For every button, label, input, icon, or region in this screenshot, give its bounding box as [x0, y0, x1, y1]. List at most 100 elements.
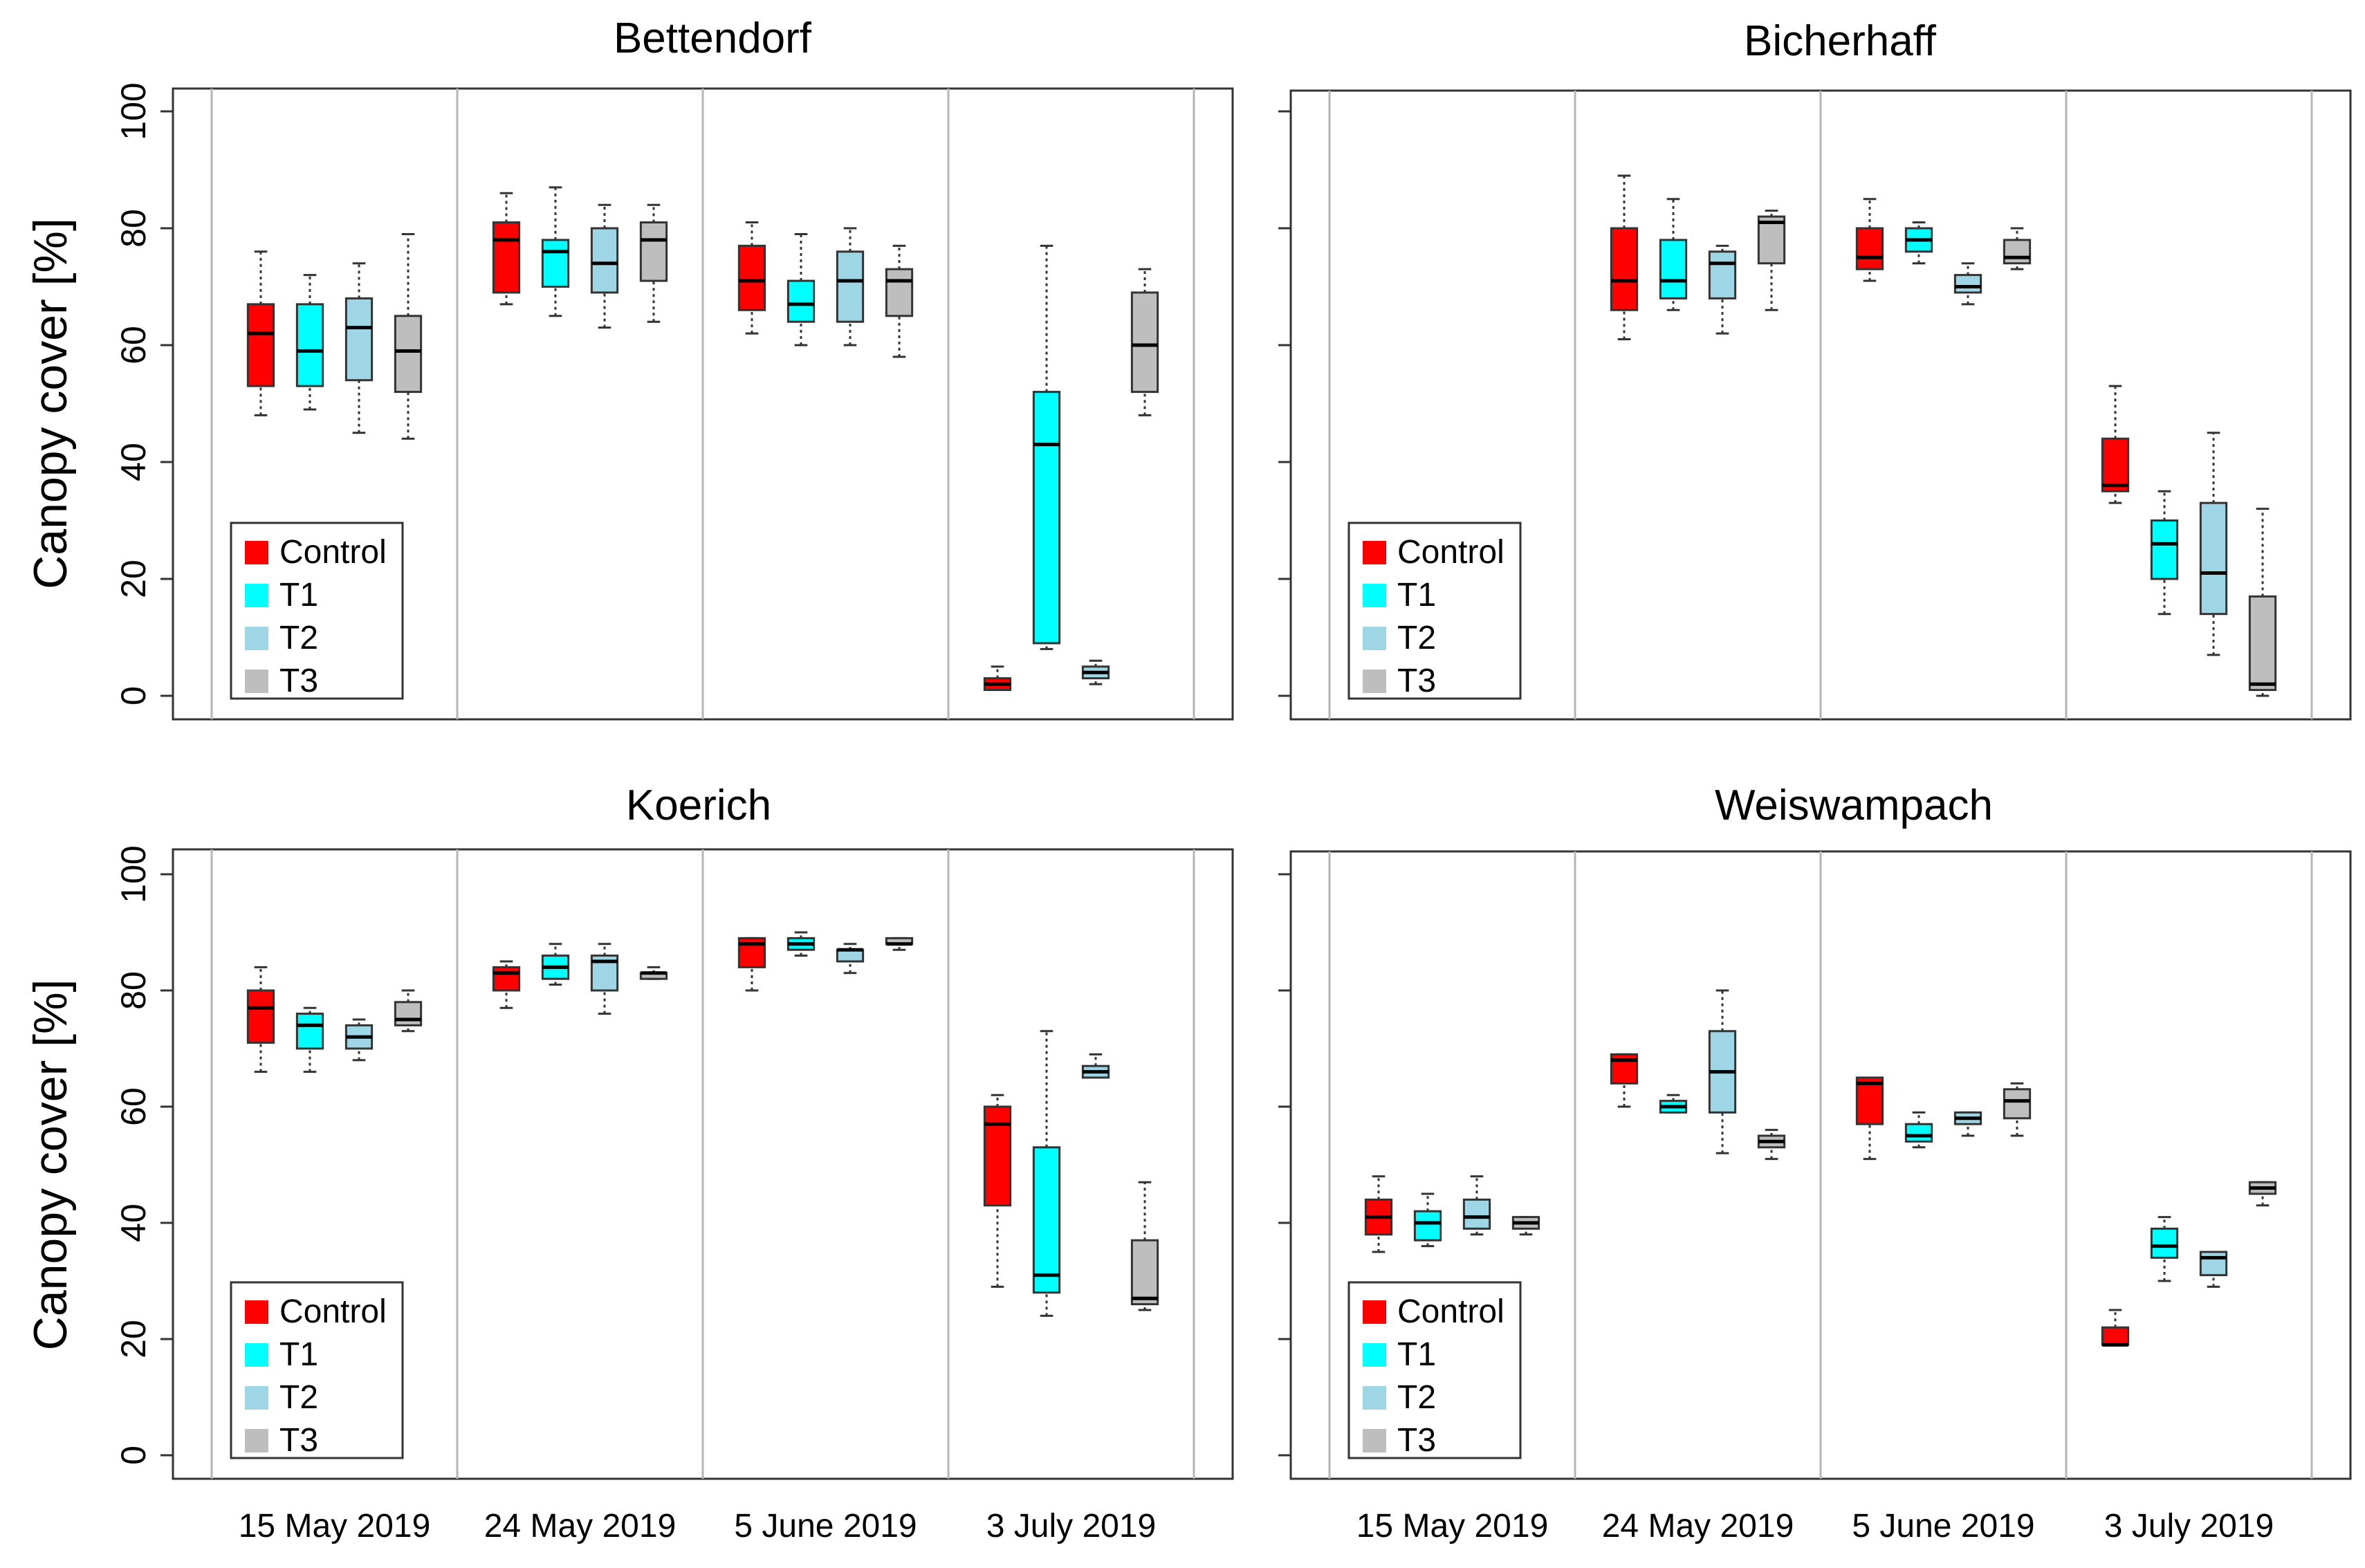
box-t1-5-june-2019: [786, 232, 816, 347]
legend-label-t3: T3: [279, 1422, 318, 1459]
box-body: [2199, 1251, 2228, 1277]
date-labels-right: 15 May 2019 24 May 2019 5 June 2019 3 July …: [1356, 1508, 2274, 1544]
box-t2-5-june-2019: [1953, 262, 1982, 306]
box-t1-3-july-2019: [1032, 1030, 1061, 1317]
box-t2-15-may-2019: [1462, 1175, 1491, 1236]
legend-swatch-t1: [245, 1343, 268, 1367]
date-label-3-july-2019: 3 July 2019: [986, 1508, 1157, 1544]
box-t3-24-may-2019: [1757, 1129, 1786, 1161]
panel-weiswampach: Weiswampach Control T1 T2 T3: [1278, 782, 2352, 1480]
box-t3-15-may-2019: [394, 989, 423, 1033]
legend-swatch-t1: [1363, 1343, 1386, 1367]
box-control-5-june-2019: [1855, 198, 1884, 282]
box-body: [1032, 391, 1061, 645]
legend-swatch-t2: [245, 627, 268, 650]
box-body: [737, 244, 766, 311]
box-body: [541, 239, 570, 288]
legend-label-t2: T2: [279, 620, 318, 656]
box-body: [2101, 1326, 2130, 1346]
legend-swatch-t2: [1363, 627, 1386, 650]
box-control-24-may-2019: [1610, 1053, 1639, 1108]
y-tick-label: 100: [114, 82, 153, 140]
box-control-5-june-2019: [1855, 1076, 1884, 1161]
box-t2-3-july-2019: [1081, 659, 1110, 685]
box-t3-5-june-2019: [885, 244, 914, 358]
y-axis-label: Canopy cover [%]: [24, 218, 77, 589]
legend-swatch-t2: [1363, 1386, 1386, 1410]
y-tick-label: 100: [114, 845, 153, 903]
box-body: [295, 303, 324, 387]
box-control-24-may-2019: [1610, 174, 1639, 341]
box-body: [295, 1013, 324, 1050]
box-t3-24-may-2019: [1757, 210, 1786, 311]
legend-swatch-t3: [245, 670, 268, 693]
date-label-24-may-2019: 24 May 2019: [1602, 1508, 1794, 1544]
y-tick-label: 0: [114, 1446, 153, 1465]
box-body: [1904, 1123, 1933, 1143]
legend-swatch-t3: [245, 1429, 268, 1452]
box-t3-24-may-2019: [639, 203, 668, 323]
box-control-3-july-2019: [2101, 1309, 2130, 1347]
box-body: [344, 297, 374, 382]
box-control-15-may-2019: [246, 250, 275, 416]
box-t2-24-may-2019: [1708, 244, 1737, 335]
box-body: [2150, 1227, 2179, 1259]
panel-koerich: Koerich 0 20 40 60 80 100 Canopy cover [%] Contr…: [24, 782, 1234, 1480]
box-body: [394, 1001, 423, 1026]
panel-title: Weiswampach: [1715, 782, 1993, 829]
panel-title: Bicherhaff: [1744, 17, 1937, 65]
y-tick-label: 20: [114, 560, 153, 598]
box-t1-15-may-2019: [1413, 1192, 1442, 1248]
box-body: [492, 221, 521, 294]
box-t3-15-may-2019: [394, 232, 423, 440]
box-body: [1462, 1198, 1491, 1230]
box-t1-24-may-2019: [1659, 198, 1688, 311]
box-body: [246, 303, 275, 387]
box-body: [983, 1105, 1012, 1207]
box-control-15-may-2019: [1364, 1175, 1393, 1253]
box-t3-3-july-2019: [1130, 268, 1159, 416]
legend-swatch-t1: [245, 584, 268, 607]
y-tick-label: 0: [114, 686, 153, 705]
box-control-3-july-2019: [983, 1094, 1012, 1288]
box-t2-24-may-2019: [1708, 989, 1737, 1154]
legend-label-t3: T3: [279, 663, 318, 699]
box-t1-5-june-2019: [1904, 1111, 1933, 1149]
box-t1-15-may-2019: [295, 274, 324, 411]
legend-label-t2: T2: [279, 1379, 318, 1416]
box-body: [1953, 274, 1982, 294]
y-axis-label: Canopy cover [%]: [24, 979, 77, 1351]
y-tick-label: 80: [114, 971, 153, 1010]
box-body: [2248, 595, 2277, 692]
box-t2-24-may-2019: [590, 943, 619, 1015]
box-body: [1610, 227, 1639, 311]
y-tick-label: 40: [114, 1203, 153, 1242]
box-body: [1130, 291, 1159, 394]
box-body: [2199, 501, 2228, 616]
box-t1-3-july-2019: [1032, 244, 1061, 650]
box-control-15-may-2019: [246, 966, 275, 1073]
box-body: [836, 948, 865, 963]
box-t3-5-june-2019: [2003, 1082, 2032, 1137]
panel-title: Bettendorf: [614, 15, 812, 62]
box-t2-3-july-2019: [2199, 1251, 2228, 1288]
legend-label-t3: T3: [1397, 1422, 1436, 1459]
box-t3-3-july-2019: [1130, 1181, 1159, 1311]
date-label-15-may-2019: 15 May 2019: [1356, 1508, 1549, 1544]
legend-label-t1: T1: [279, 1336, 318, 1373]
box-control-5-june-2019: [737, 937, 766, 992]
box-t1-24-may-2019: [541, 186, 570, 317]
legend-label-control: Control: [279, 534, 387, 571]
box-control-24-may-2019: [492, 192, 521, 306]
box-t1-3-july-2019: [2150, 490, 2179, 616]
date-labels-left: 15 May 2019 24 May 2019 5 June 2019 3 July …: [239, 1508, 1157, 1544]
box-t2-5-june-2019: [836, 227, 865, 347]
box-body: [590, 227, 619, 294]
panel-bicherhaff: Bicherhaff Control T1 T2 T3: [1278, 17, 2352, 721]
legend-label-t3: T3: [1397, 663, 1436, 699]
box-body: [885, 268, 914, 317]
box-t2-5-june-2019: [836, 943, 865, 975]
legend: Control T1 T2 T3: [1347, 1281, 1522, 1459]
box-body: [1855, 1076, 1884, 1125]
